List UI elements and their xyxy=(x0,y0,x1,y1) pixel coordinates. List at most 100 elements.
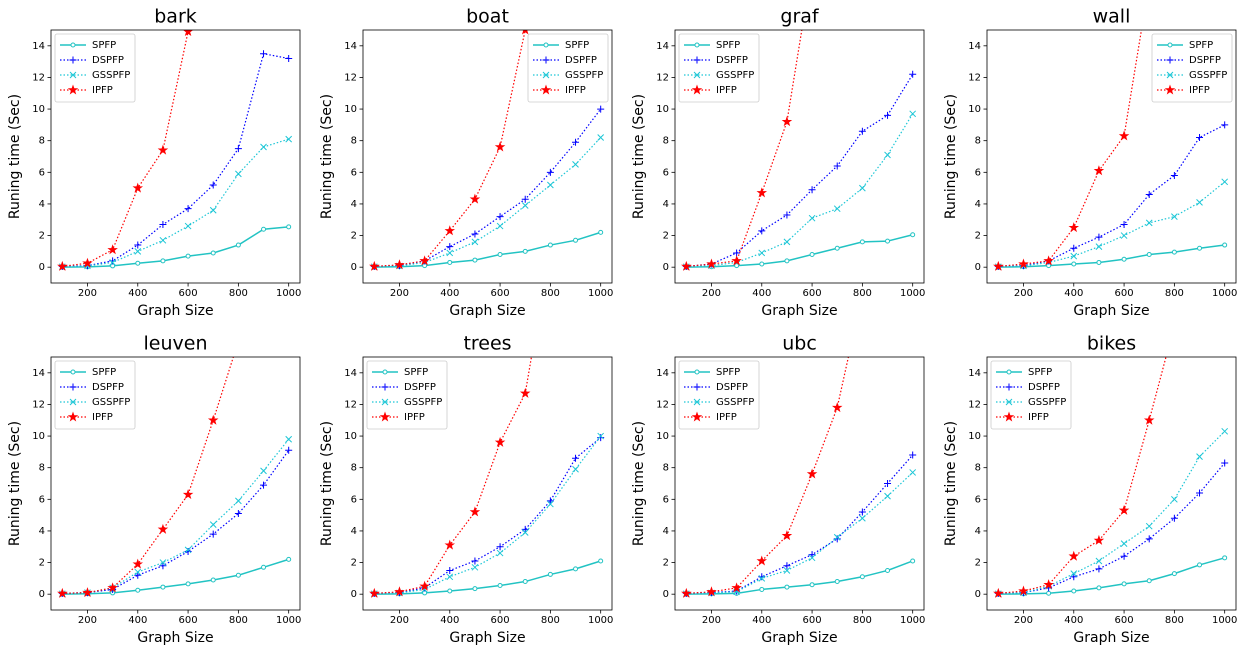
plot-series xyxy=(57,30,293,271)
legend-label: DSPFP xyxy=(404,382,436,393)
y-tick-label: 14 xyxy=(344,41,357,52)
y-tick-label: 14 xyxy=(32,368,45,379)
x-tick-label: 1000 xyxy=(1212,288,1237,299)
data-point xyxy=(521,529,529,536)
subplot-title: boat xyxy=(466,6,509,28)
data-point xyxy=(808,214,816,222)
data-point xyxy=(209,521,217,528)
data-point xyxy=(184,205,192,213)
data-point xyxy=(235,337,243,344)
data-point xyxy=(885,567,891,573)
series-line xyxy=(374,560,601,595)
data-point xyxy=(1095,557,1103,565)
legend-label: DSPFP xyxy=(92,55,124,66)
data-point xyxy=(806,468,818,479)
data-point xyxy=(1196,489,1204,497)
data-point xyxy=(597,134,605,141)
x-axis-label: Graph Size xyxy=(449,630,525,646)
data-point xyxy=(1095,243,1103,250)
data-point xyxy=(706,586,717,597)
legend: SPFP DSPFP GSSPFP IPFP xyxy=(678,360,760,430)
data-point xyxy=(1221,427,1229,435)
y-tick-label: 6 xyxy=(975,494,981,505)
data-point xyxy=(1145,219,1153,227)
legend-marker xyxy=(691,411,703,422)
y-tick-label: 10 xyxy=(968,431,981,442)
x-tick-label: 800 xyxy=(541,288,560,299)
series-line xyxy=(374,435,602,595)
x-tick-label: 800 xyxy=(229,288,248,299)
data-point xyxy=(521,30,529,35)
data-point xyxy=(759,586,765,592)
y-tick-label: 2 xyxy=(663,231,669,242)
x-tick-label: 400 xyxy=(1064,615,1083,626)
legend-marker xyxy=(381,398,389,406)
data-point xyxy=(494,141,506,152)
legend-label: GSSPFP xyxy=(1189,70,1227,81)
data-point xyxy=(260,50,268,58)
y-tick-label: 8 xyxy=(351,136,357,147)
data-point xyxy=(572,454,580,462)
data-point xyxy=(759,261,765,267)
data-point xyxy=(1221,459,1229,467)
legend-box xyxy=(1151,33,1233,103)
data-point xyxy=(109,259,116,266)
x-tick-label: 200 xyxy=(1014,615,1033,626)
y-axis-label: Runing time (Sec) xyxy=(631,94,647,219)
data-point xyxy=(159,562,167,570)
data-point xyxy=(1171,495,1178,503)
data-point xyxy=(910,558,916,564)
y-axis-label: Runing time (Sec) xyxy=(943,94,959,219)
data-point xyxy=(572,161,579,168)
data-point xyxy=(447,588,453,594)
data-point xyxy=(1068,550,1080,561)
data-point xyxy=(573,566,579,572)
data-point xyxy=(598,558,604,564)
data-point xyxy=(909,110,917,118)
data-point xyxy=(159,236,167,244)
legend-label: SPFP xyxy=(92,367,116,378)
legend-label: IPFP xyxy=(92,85,113,96)
x-tick-label: 200 xyxy=(702,615,721,626)
x-tick-label: 400 xyxy=(752,288,771,299)
x-tick-label: 200 xyxy=(78,615,97,626)
legend-marker xyxy=(542,56,550,64)
legend: SPFP DSPFP GSSPFP IPFP xyxy=(990,360,1072,430)
data-point xyxy=(521,202,529,209)
legend-marker xyxy=(69,383,77,391)
y-tick-label: 2 xyxy=(975,231,981,242)
y-tick-label: 12 xyxy=(656,399,669,410)
series-line xyxy=(686,471,914,595)
data-point xyxy=(471,230,479,238)
plot-series xyxy=(369,357,605,598)
data-point xyxy=(1070,573,1078,581)
legend-label: SPFP xyxy=(565,40,589,51)
legend-marker xyxy=(693,398,701,406)
data-point xyxy=(522,248,528,254)
data-point xyxy=(57,587,68,598)
data-point xyxy=(734,263,740,269)
axes-frame xyxy=(362,29,613,284)
data-point xyxy=(447,259,453,265)
y-tick-label: 0 xyxy=(663,262,669,273)
data-point xyxy=(1118,504,1130,515)
x-tick-label: 800 xyxy=(853,615,872,626)
subplot: wall Graph Size Runing time (Sec) 200 400 600… xyxy=(943,6,1237,320)
data-point xyxy=(134,248,142,255)
data-point xyxy=(859,184,866,192)
legend-box xyxy=(678,33,760,103)
data-point xyxy=(235,242,241,248)
legend-label: SPFP xyxy=(716,40,740,51)
subplot: graf Graph Size Runing time (Sec) 200 400 600… xyxy=(631,6,925,320)
series-line xyxy=(998,244,1225,268)
data-point xyxy=(859,514,866,522)
data-point xyxy=(107,244,118,255)
data-point xyxy=(134,568,142,576)
legend-label: DSPFP xyxy=(716,382,748,393)
legend-marker xyxy=(382,369,388,375)
data-point xyxy=(547,242,553,248)
data-point xyxy=(444,539,456,550)
y-tick-label: 2 xyxy=(975,558,981,569)
data-point xyxy=(784,584,790,590)
